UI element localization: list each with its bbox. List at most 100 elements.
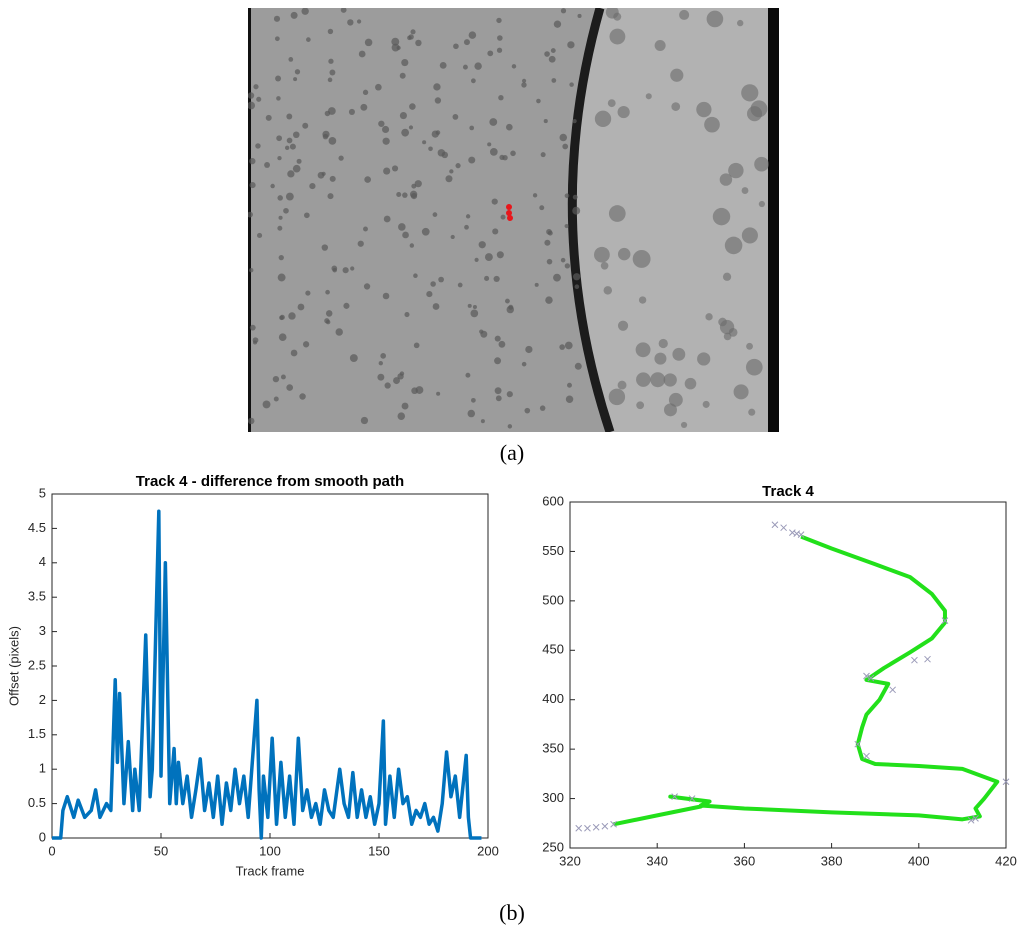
- cell: [567, 41, 575, 49]
- cell: [506, 305, 515, 314]
- cell: [497, 35, 503, 41]
- cell: [432, 303, 440, 310]
- cell: [457, 282, 463, 288]
- cell: [574, 284, 580, 290]
- cell: [724, 236, 743, 255]
- cell: [396, 191, 402, 198]
- cell: [722, 272, 732, 281]
- cell: [283, 207, 289, 214]
- cell: [262, 400, 271, 409]
- cell: [399, 72, 406, 79]
- cell: [292, 164, 301, 173]
- cell: [453, 43, 459, 50]
- cell: [383, 167, 391, 175]
- cell: [348, 108, 355, 115]
- x-tick-label: 400: [908, 853, 930, 868]
- cell: [498, 340, 506, 348]
- cell: [402, 192, 408, 198]
- cell: [550, 48, 556, 54]
- cell: [507, 424, 513, 429]
- cell: [404, 311, 410, 318]
- cell: [498, 95, 504, 101]
- cell: [399, 371, 405, 376]
- cell: [491, 198, 498, 205]
- x-tick-label: 420: [995, 853, 1017, 868]
- x-tick-label: 100: [259, 843, 281, 858]
- cell: [324, 110, 331, 117]
- cell: [680, 421, 688, 429]
- y-tick-label: 4.5: [28, 520, 46, 535]
- cell: [524, 407, 531, 414]
- cell: [325, 310, 333, 317]
- cell: [747, 106, 763, 122]
- cell: [362, 89, 369, 95]
- cell: [746, 342, 753, 350]
- x-marker: [584, 824, 591, 832]
- x-marker: [889, 686, 896, 694]
- cell: [433, 83, 441, 91]
- cell: [706, 10, 724, 28]
- cell: [670, 68, 684, 82]
- cell: [297, 303, 305, 311]
- cell: [292, 131, 300, 139]
- cell: [273, 396, 279, 402]
- cell: [275, 75, 282, 82]
- x-tick-label: 320: [559, 853, 581, 868]
- cell: [349, 354, 358, 363]
- y-tick-label: 450: [542, 642, 564, 657]
- cell: [272, 375, 280, 383]
- cell: [672, 347, 686, 361]
- cell: [539, 405, 546, 411]
- x-tick-label: 360: [734, 853, 756, 868]
- cell: [534, 282, 539, 287]
- x-marker: [780, 524, 787, 532]
- cell: [375, 83, 382, 91]
- cell: [544, 51, 550, 57]
- cell: [432, 212, 438, 217]
- cell: [600, 261, 609, 270]
- cell: [562, 143, 569, 150]
- cell: [413, 342, 420, 349]
- cell: [249, 182, 256, 189]
- cell: [299, 393, 306, 400]
- cell: [286, 113, 293, 120]
- cell: [430, 281, 436, 287]
- x-tick-label: 0: [48, 843, 55, 858]
- x-marker: [863, 752, 870, 760]
- y-tick-label: 550: [542, 543, 564, 558]
- cell: [397, 412, 406, 420]
- cell: [278, 254, 284, 261]
- x-marker: [610, 820, 617, 828]
- x-marker: [867, 674, 875, 682]
- cell: [559, 133, 568, 142]
- cell: [434, 97, 442, 104]
- y-tick-label: 2: [39, 692, 46, 707]
- y-tick-label: 0.5: [28, 795, 46, 810]
- cell: [278, 333, 287, 342]
- x-marker: [941, 617, 949, 624]
- cell: [613, 12, 622, 21]
- cell: [401, 402, 409, 410]
- cell: [546, 258, 553, 265]
- cell: [617, 320, 629, 331]
- cell: [293, 77, 298, 82]
- x-marker: [967, 816, 975, 824]
- cell: [704, 116, 720, 133]
- y-tick-label: 1: [39, 761, 46, 776]
- cell: [607, 99, 616, 108]
- cell: [450, 234, 455, 240]
- cell: [363, 226, 368, 232]
- cell: [304, 212, 310, 219]
- cell: [636, 372, 651, 387]
- cell: [306, 37, 311, 42]
- cell: [551, 78, 557, 83]
- cell: [465, 214, 471, 219]
- cell: [728, 162, 744, 179]
- cell: [465, 372, 471, 378]
- cell: [559, 344, 565, 350]
- cell: [658, 338, 668, 349]
- cell: [342, 267, 349, 274]
- x-marker: [911, 656, 918, 664]
- cell: [574, 362, 582, 370]
- cell: [510, 150, 516, 157]
